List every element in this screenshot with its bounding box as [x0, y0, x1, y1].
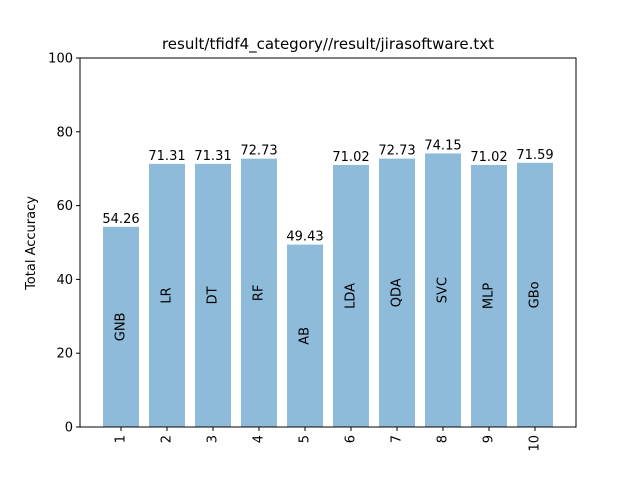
- bar-name-label: SVC: [436, 277, 451, 303]
- y-tick-label: 20: [56, 347, 73, 362]
- y-tick-label: 0: [65, 421, 73, 436]
- x-tick-label: 7: [390, 435, 405, 443]
- plot-area-frame: [79, 57, 577, 428]
- bar-value-label: 71.31: [148, 149, 185, 164]
- y-tick-label: 60: [56, 199, 73, 214]
- bars-group: 54.26 GNB 71.31 LR 71.31 DT 72.73 RF 49.43 AB 71.0…: [102, 138, 554, 428]
- bar: [517, 162, 553, 428]
- bar-name-label: LDA: [344, 283, 359, 309]
- bar-name-label: MLP: [482, 283, 497, 309]
- bar: [471, 164, 507, 427]
- y-axis-label: Total Accuracy: [24, 196, 39, 291]
- x-tick-label: 6: [344, 435, 359, 443]
- bar-value-label: 71.31: [194, 149, 231, 164]
- bar-value-label: 71.02: [332, 150, 369, 165]
- bar-value-label: 72.73: [240, 144, 277, 159]
- bar-name-label: GBo: [528, 281, 543, 308]
- x-tick-label: 8: [436, 435, 451, 443]
- bar-value-label: 71.59: [516, 148, 553, 163]
- x-tick-label: 3: [206, 435, 221, 443]
- bar-value-label: 71.02: [470, 150, 507, 165]
- bar: [333, 164, 369, 427]
- bar-name-label: AB: [298, 327, 313, 345]
- chart-title: result/tfidf4_category//result/jirasoftw…: [162, 35, 494, 54]
- y-tick-label: 100: [48, 52, 73, 67]
- bar-value-label: 54.26: [102, 212, 139, 227]
- bar: [103, 226, 139, 427]
- x-tick-label: 1: [114, 435, 129, 443]
- bar: [195, 163, 231, 428]
- bar-name-label: LR: [160, 287, 175, 303]
- bar-value-label: 72.73: [378, 144, 415, 159]
- bar: [149, 163, 185, 428]
- bar-name-label: DT: [206, 286, 221, 304]
- x-tick-label: 10: [528, 435, 543, 452]
- x-tick-label: 2: [160, 435, 175, 443]
- bar: [379, 158, 415, 428]
- bar-name-label: QDA: [390, 278, 405, 307]
- bar-name-label: RF: [252, 285, 267, 302]
- y-tick-label: 80: [56, 125, 73, 140]
- x-tick-label: 4: [252, 435, 267, 443]
- bar-value-label: 74.15: [424, 138, 461, 153]
- x-axis-ticks: 1 2 3 4 5 6 7 8 9 10: [114, 427, 543, 452]
- bar: [287, 244, 323, 427]
- bar-name-label: GNB: [114, 313, 129, 342]
- bar: [241, 158, 277, 428]
- x-tick-label: 9: [482, 435, 497, 443]
- x-tick-label: 5: [298, 435, 313, 443]
- y-axis-ticks: 0 20 40 60 80 100: [48, 52, 80, 436]
- y-tick-label: 40: [56, 273, 73, 288]
- bar-value-label: 49.43: [286, 230, 323, 245]
- bar: [425, 153, 461, 427]
